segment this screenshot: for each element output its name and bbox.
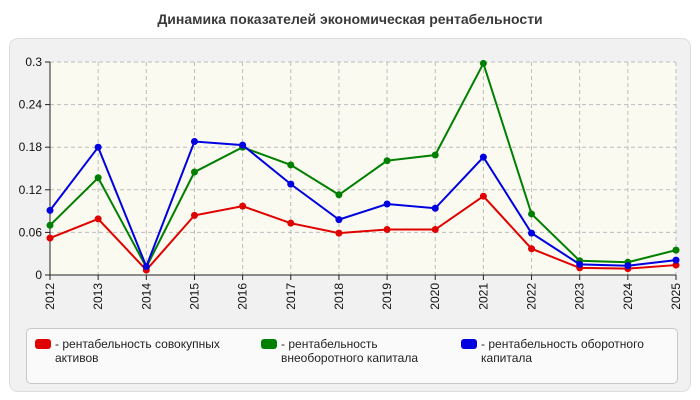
data-point-s0-4	[239, 202, 247, 210]
chart-title: Динамика показателей экономическая рента…	[157, 11, 543, 27]
x-tick-label: 2012	[43, 283, 57, 310]
legend-label-current: - рентабельность оборотного капитала	[481, 337, 644, 365]
data-point-s2-5	[287, 180, 295, 188]
data-point-s0-1	[94, 215, 102, 223]
data-point-s1-6	[335, 191, 343, 199]
data-point-s1-13	[672, 246, 680, 254]
x-tick-label: 2015	[187, 283, 201, 310]
data-point-s0-8	[431, 226, 439, 234]
x-tick-label: 2014	[139, 283, 153, 310]
legend-swatch-noncurrent	[261, 339, 277, 349]
data-point-s2-0	[46, 206, 54, 214]
data-point-s2-8	[431, 204, 439, 212]
series-line-0	[49, 194, 677, 272]
legend-item-noncurrent: - рентабельность внеоборотного капитала	[261, 337, 418, 365]
data-point-s0-0	[46, 234, 54, 242]
data-point-s1-9	[479, 59, 487, 67]
series-line-2	[49, 140, 677, 270]
legend-label-assets: - рентабельность совокупных активов	[55, 337, 220, 365]
data-point-s2-4	[239, 141, 247, 149]
legend-item-current: - рентабельность оборотного капитала	[461, 337, 644, 365]
legend-swatch-assets	[35, 339, 51, 349]
data-point-s0-10	[528, 245, 536, 253]
data-point-s0-13	[672, 261, 680, 269]
data-point-s0-9	[479, 192, 487, 200]
x-tick-label: 2013	[91, 283, 105, 310]
plot-area	[50, 62, 676, 275]
data-point-s1-5	[287, 161, 295, 169]
x-tick-label: 2023	[573, 283, 587, 310]
x-tick-label: 2024	[621, 283, 635, 310]
data-point-s0-7	[383, 226, 391, 234]
x-tick-label: 2016	[236, 283, 250, 310]
x-tick-label: 2020	[428, 283, 442, 310]
data-point-s1-8	[431, 151, 439, 159]
data-point-s1-0	[46, 221, 54, 229]
data-point-s0-6	[335, 229, 343, 237]
x-tick-label: 2022	[525, 283, 539, 310]
data-point-s2-6	[335, 216, 343, 224]
x-tick-label: 2025	[669, 283, 683, 310]
data-point-s2-1	[94, 143, 102, 151]
x-tick-label: 2018	[332, 283, 346, 310]
data-point-s1-1	[94, 174, 102, 182]
y-tick-label: 0.18	[19, 140, 43, 154]
x-tick-label: 2017	[284, 283, 298, 310]
y-tick-label: 0.3	[25, 55, 42, 69]
chart-legend: - рентабельность совокупных активов - ре…	[26, 328, 678, 384]
data-point-s2-11	[576, 260, 584, 268]
data-point-s2-13	[672, 256, 680, 264]
y-tick-label: 0.12	[19, 183, 43, 197]
y-tick-label: 0	[35, 268, 42, 282]
legend-item-assets: - рентабельность совокупных активов	[35, 337, 220, 365]
legend-swatch-current	[461, 339, 477, 349]
data-point-s2-7	[383, 200, 391, 208]
data-point-s2-10	[528, 229, 536, 237]
data-point-s0-3	[190, 211, 198, 219]
x-tick-label: 2021	[476, 283, 490, 310]
data-point-s2-3	[190, 138, 198, 146]
data-point-s1-3	[190, 168, 198, 176]
data-point-s2-2	[142, 262, 150, 270]
y-tick-label: 0.06	[19, 225, 43, 239]
data-point-s1-10	[528, 210, 536, 218]
legend-label-noncurrent: - рентабельность внеоборотного капитала	[281, 337, 418, 365]
series-line-1	[49, 60, 677, 270]
data-point-s2-9	[479, 153, 487, 161]
y-tick-label: 0.24	[19, 98, 43, 112]
x-tick-label: 2019	[380, 283, 394, 310]
data-point-s1-7	[383, 157, 391, 165]
data-point-s0-5	[287, 219, 295, 227]
data-point-s2-12	[624, 262, 632, 270]
